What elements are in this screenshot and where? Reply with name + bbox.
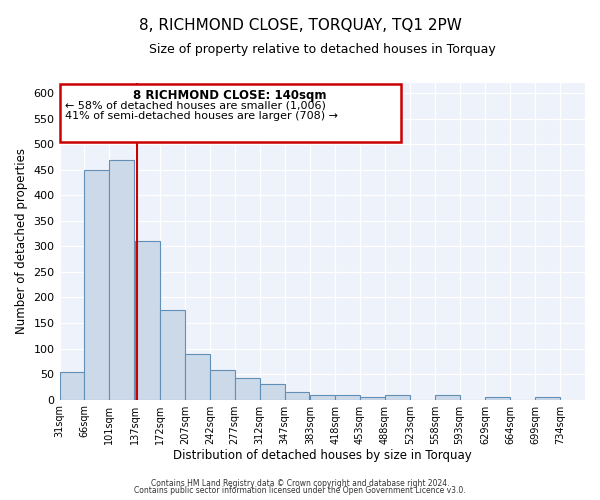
Bar [260, 384, 284, 400]
Bar [360, 397, 385, 400]
Text: 8 RICHMOND CLOSE: 140sqm: 8 RICHMOND CLOSE: 140sqm [133, 89, 327, 102]
Bar [535, 397, 560, 400]
Bar [284, 392, 310, 400]
FancyBboxPatch shape [59, 84, 401, 142]
Title: Size of property relative to detached houses in Torquay: Size of property relative to detached ho… [149, 42, 496, 56]
Bar [185, 354, 210, 400]
Text: 41% of semi-detached houses are larger (708) →: 41% of semi-detached houses are larger (… [65, 110, 338, 120]
Bar [135, 242, 160, 400]
Bar [235, 378, 260, 400]
Bar [85, 170, 109, 400]
Text: Contains public sector information licensed under the Open Government Licence v3: Contains public sector information licen… [134, 486, 466, 495]
Bar [210, 370, 235, 400]
Bar [485, 397, 510, 400]
Bar [109, 160, 134, 400]
Bar [160, 310, 185, 400]
Text: Contains HM Land Registry data © Crown copyright and database right 2024.: Contains HM Land Registry data © Crown c… [151, 478, 449, 488]
Bar [435, 396, 460, 400]
X-axis label: Distribution of detached houses by size in Torquay: Distribution of detached houses by size … [173, 450, 472, 462]
Text: 8, RICHMOND CLOSE, TORQUAY, TQ1 2PW: 8, RICHMOND CLOSE, TORQUAY, TQ1 2PW [139, 18, 461, 32]
Bar [385, 396, 410, 400]
Bar [59, 372, 85, 400]
Bar [310, 396, 335, 400]
Y-axis label: Number of detached properties: Number of detached properties [15, 148, 28, 334]
Text: ← 58% of detached houses are smaller (1,006): ← 58% of detached houses are smaller (1,… [65, 100, 326, 110]
Bar [335, 396, 360, 400]
